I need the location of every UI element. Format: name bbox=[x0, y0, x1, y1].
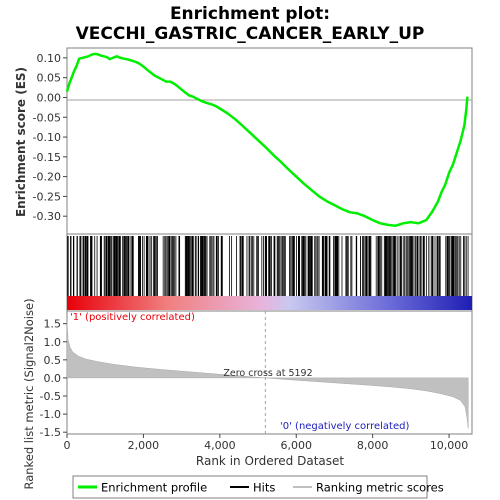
ranking-x-axis-label: Rank in Ordered Dataset bbox=[196, 454, 344, 468]
ranking-y-tick-label: -1.5 bbox=[40, 426, 61, 439]
legend-label-enrichment: Enrichment profile bbox=[101, 481, 207, 495]
hit-lines bbox=[67, 236, 469, 296]
zero-cross-label: Zero cross at 5192 bbox=[223, 368, 312, 379]
ranking-y-tick-label: -0.5 bbox=[40, 390, 61, 403]
es-y-tick-label: 0.05 bbox=[37, 72, 62, 85]
positive-correlation-label: '1' (positively correlated) bbox=[70, 312, 195, 323]
es-y-tick-label: -0.20 bbox=[33, 171, 61, 184]
rank-color-bar bbox=[67, 296, 472, 310]
ranking-x-tick-label: 0 bbox=[64, 439, 71, 452]
legend-label-hits: Hits bbox=[253, 481, 275, 495]
enrichment-profile-line bbox=[65, 52, 469, 227]
es-y-axis-ticks: 0.10 0.05 0.00 -0.05 -0.10 -0.15 -0.20 -0.25 -0.… bbox=[33, 52, 67, 223]
ranking-y-axis-label: Ranked list metric (Signal2Noise) bbox=[22, 298, 36, 489]
ranking-panel: 1.5 1.0 0.5 0.0 -0.5 -1.0 -1.5 0 2,000 4,000 6,00… bbox=[22, 298, 473, 490]
ranking-y-tick-label: 1.5 bbox=[44, 318, 62, 331]
ranking-y-tick-label: 0.5 bbox=[44, 354, 62, 367]
ranking-y-axis-ticks: 1.5 1.0 0.5 0.0 -0.5 -1.0 -1.5 bbox=[40, 318, 67, 439]
legend-label-ranking: Ranking metric scores bbox=[316, 481, 444, 495]
enrichment-plot-frame bbox=[66, 47, 473, 235]
es-y-tick-label: -0.15 bbox=[33, 151, 61, 164]
legend: Enrichment profile Hits Ranking metric s… bbox=[72, 475, 444, 499]
es-y-tick-label: 0.00 bbox=[37, 91, 62, 104]
legend-box bbox=[72, 475, 428, 499]
es-y-tick-label: -0.25 bbox=[33, 190, 61, 203]
enrichment-panel: 0.10 0.05 0.00 -0.05 -0.10 -0.15 -0.20 -0.25 -0.… bbox=[14, 47, 473, 235]
es-y-tick-label: -0.05 bbox=[33, 111, 61, 124]
hits-panel bbox=[66, 233, 473, 312]
ranking-x-tick-label: 2,000 bbox=[128, 439, 160, 452]
ranking-x-tick-label: 10,000 bbox=[430, 439, 469, 452]
plot-title-line2: VECCHI_GASTRIC_CANCER_EARLY_UP bbox=[76, 24, 425, 44]
ranking-x-axis-ticks: 0 2,000 4,000 6,000 8,000 10,000 bbox=[64, 434, 469, 452]
ranking-y-tick-label: 1.0 bbox=[44, 336, 62, 349]
plot-title-line1: Enrichment plot: bbox=[170, 4, 330, 24]
ranking-x-tick-label: 4,000 bbox=[204, 439, 236, 452]
es-y-tick-label: -0.10 bbox=[33, 131, 61, 144]
ranking-y-tick-label: -1.0 bbox=[40, 408, 61, 421]
negative-correlation-label: '0' (negatively correlated) bbox=[280, 421, 409, 432]
ranking-metric-area bbox=[66, 321, 469, 429]
ranking-y-tick-label: 0.0 bbox=[44, 372, 62, 385]
es-y-axis-label: Enrichment score (ES) bbox=[14, 67, 28, 217]
es-y-tick-label: -0.30 bbox=[33, 210, 61, 223]
ranking-x-tick-label: 8,000 bbox=[357, 439, 389, 452]
ranking-x-tick-label: 6,000 bbox=[280, 439, 312, 452]
es-y-tick-label: 0.10 bbox=[37, 52, 62, 65]
